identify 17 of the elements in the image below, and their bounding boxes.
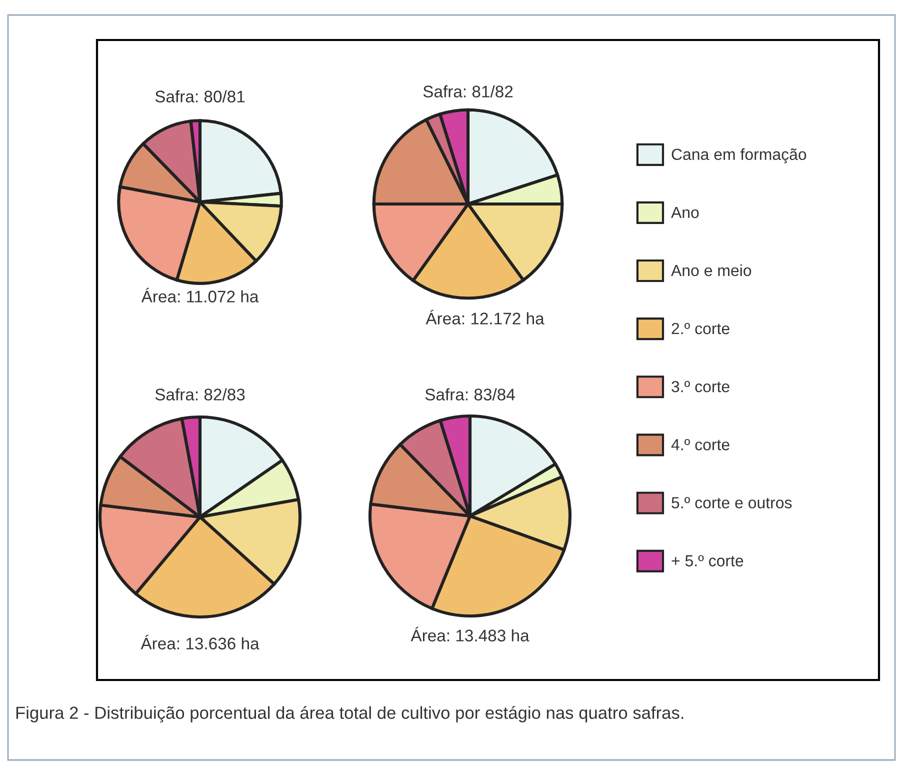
chart-title: Safra: 83/84 bbox=[425, 388, 515, 400]
legend-label: Ano bbox=[671, 206, 699, 218]
text: Figura 2 - Distribuição porcentual da área total de cultivo por estágio nas quatro safras. bbox=[16, 706, 684, 722]
legend-label: 3.º corte bbox=[672, 380, 730, 392]
text: Área: 12.172 ha bbox=[426, 310, 544, 324]
chart-title: Safra: 80/81 bbox=[155, 90, 245, 102]
legend-label: 2.º corte bbox=[672, 322, 730, 334]
chart-title: Safra: 81/82 bbox=[423, 85, 513, 98]
legend-label: 4.º corte bbox=[671, 438, 730, 450]
legend-label: 5.º corte e outros bbox=[672, 497, 792, 508]
text: Área: 13.636 ha bbox=[140, 634, 260, 650]
legend-label: + 5.º corte bbox=[672, 555, 744, 566]
text: Área: 13.483 ha bbox=[410, 626, 530, 642]
chart-title: Safra: 82/83 bbox=[155, 388, 245, 400]
legend-label: Cana em formação bbox=[672, 148, 806, 164]
text: Área: 11.072 ha bbox=[141, 288, 259, 302]
legend-label: Ano e meio bbox=[671, 264, 752, 276]
